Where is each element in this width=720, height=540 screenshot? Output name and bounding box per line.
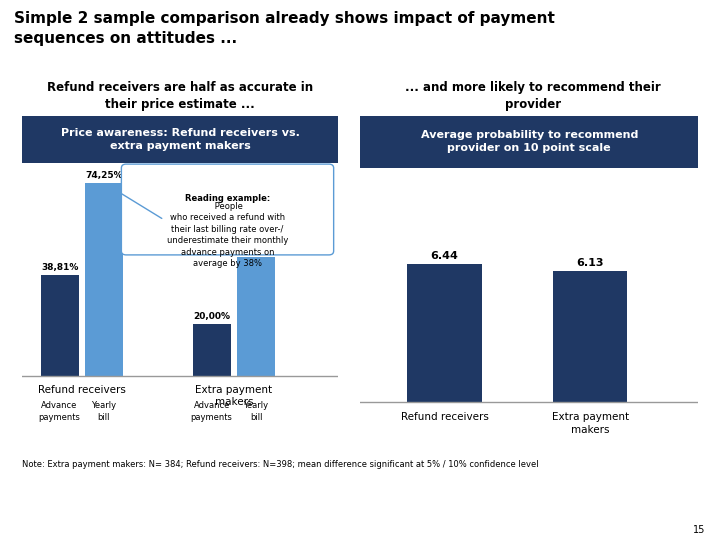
Text: Advance
payments: Advance payments bbox=[39, 402, 81, 422]
Bar bbox=[40, 275, 78, 375]
Text: Advance
payments: Advance payments bbox=[191, 402, 233, 422]
Text: Price awareness: Refund receivers vs.
extra payment makers: Price awareness: Refund receivers vs. ex… bbox=[60, 128, 300, 151]
Bar bbox=[553, 271, 627, 402]
Text: Refund receivers: Refund receivers bbox=[38, 384, 126, 395]
Text: Yearly
bill: Yearly bill bbox=[243, 402, 269, 422]
Text: Average probability to recommend
provider on 10 point scale: Average probability to recommend provide… bbox=[420, 130, 638, 153]
FancyBboxPatch shape bbox=[122, 164, 333, 255]
Text: Extra payment
makers: Extra payment makers bbox=[195, 384, 272, 407]
Text: 38,81%: 38,81% bbox=[41, 264, 78, 272]
Bar bbox=[408, 264, 482, 402]
Text: 20,00%: 20,00% bbox=[193, 312, 230, 321]
Text: 15: 15 bbox=[693, 525, 706, 535]
FancyBboxPatch shape bbox=[22, 116, 338, 163]
Text: ... and more likely to recommend their
provider: ... and more likely to recommend their p… bbox=[405, 81, 661, 111]
Text: Refund receivers are half as accurate in
their price estimate ...: Refund receivers are half as accurate in… bbox=[47, 81, 313, 111]
Text: 6.13: 6.13 bbox=[577, 258, 604, 268]
Text: People
who received a refund with
their last billing rate over-/
underestimate t: People who received a refund with their … bbox=[167, 202, 288, 268]
Text: Note: Extra payment makers: N= 384; Refund receivers: N=398; mean difference sig: Note: Extra payment makers: N= 384; Refu… bbox=[22, 460, 539, 469]
Text: Yearly
bill: Yearly bill bbox=[91, 402, 117, 422]
Bar bbox=[85, 183, 123, 375]
Text: Extra payment
makers: Extra payment makers bbox=[552, 413, 629, 435]
Text: 45,70%: 45,70% bbox=[238, 245, 275, 254]
Text: Simple 2 sample comparison already shows impact of payment
sequences on attitude: Simple 2 sample comparison already shows… bbox=[14, 11, 555, 46]
Bar bbox=[193, 323, 230, 375]
Text: Reading example:: Reading example: bbox=[185, 194, 270, 203]
FancyBboxPatch shape bbox=[360, 116, 698, 167]
Text: 6.44: 6.44 bbox=[431, 251, 459, 261]
Bar bbox=[237, 257, 275, 375]
Text: Refund receivers: Refund receivers bbox=[400, 413, 489, 422]
Text: 74,25%: 74,25% bbox=[85, 171, 123, 180]
